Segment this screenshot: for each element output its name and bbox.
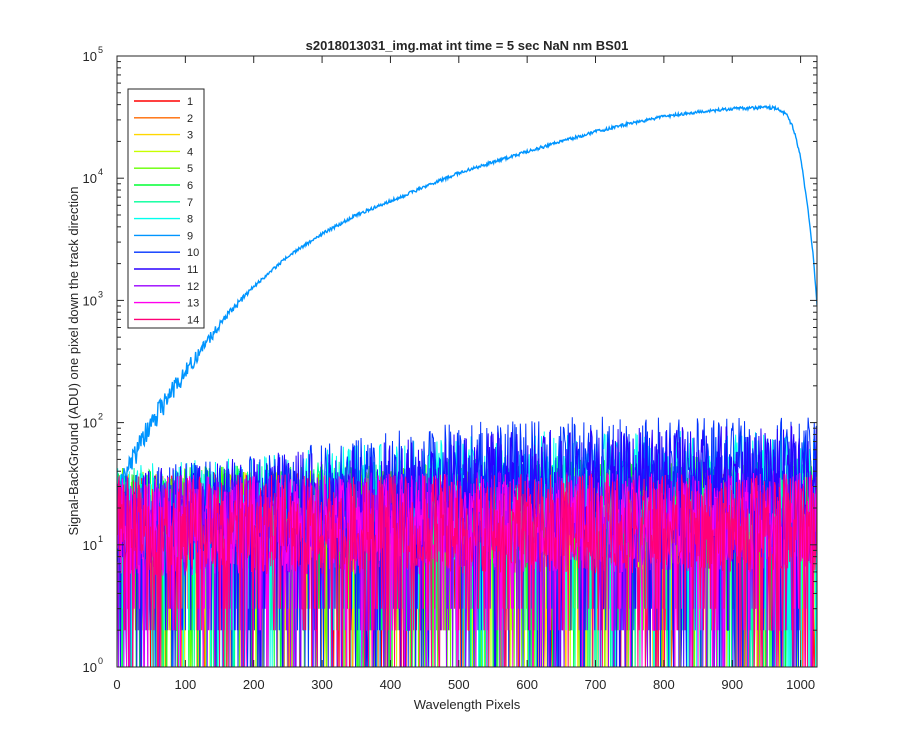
legend-label-13: 13 bbox=[187, 298, 199, 310]
legend-label-6: 6 bbox=[187, 180, 193, 192]
series-9-line bbox=[117, 103, 817, 507]
y-tick-label: 10 bbox=[83, 293, 97, 308]
x-axis-label: Wavelength Pixels bbox=[414, 697, 521, 712]
legend-box bbox=[127, 88, 205, 329]
x-tick-label: 100 bbox=[175, 677, 197, 692]
y-tick-label: 10 bbox=[83, 538, 97, 553]
y-axis-label: Signal-BackGround (ADU) one pixel down t… bbox=[66, 186, 81, 535]
x-tick-label: 700 bbox=[585, 677, 607, 692]
legend-label-10: 10 bbox=[187, 247, 199, 259]
legend-label-14: 14 bbox=[187, 314, 199, 326]
series-14-line bbox=[117, 472, 817, 667]
x-tick-label: 800 bbox=[653, 677, 675, 692]
x-tick-label: 200 bbox=[243, 677, 265, 692]
y-tick-label: 10 bbox=[83, 416, 97, 431]
y-tick-label-exponent: 4 bbox=[98, 167, 103, 177]
legend-label-4: 4 bbox=[187, 146, 193, 158]
y-tick-label-exponent: 2 bbox=[98, 412, 103, 422]
x-tick-label: 0 bbox=[113, 677, 120, 692]
series-layer bbox=[117, 103, 817, 667]
legend-label-9: 9 bbox=[187, 230, 193, 242]
legend-label-5: 5 bbox=[187, 163, 193, 175]
y-tick-label: 10 bbox=[83, 660, 97, 675]
x-tick-label: 400 bbox=[380, 677, 402, 692]
axes-box bbox=[116, 55, 818, 668]
legend-label-12: 12 bbox=[187, 281, 199, 293]
legend-label-7: 7 bbox=[187, 197, 193, 209]
legend-label-11: 11 bbox=[187, 264, 198, 276]
x-tick-label: 600 bbox=[516, 677, 538, 692]
y-tick-label-exponent: 0 bbox=[98, 656, 103, 666]
y-tick-label: 10 bbox=[83, 49, 97, 64]
series-12-line bbox=[117, 469, 817, 667]
y-tick-label-exponent: 5 bbox=[98, 45, 103, 55]
legend-label-1: 1 bbox=[187, 96, 193, 108]
y-tick-label: 10 bbox=[83, 171, 97, 186]
x-tick-label: 500 bbox=[448, 677, 470, 692]
x-tick-label: 300 bbox=[311, 677, 333, 692]
x-tick-label: 900 bbox=[721, 677, 743, 692]
legend-label-8: 8 bbox=[187, 214, 193, 226]
chart-title: s2018013031_img.mat int time = 5 sec NaN… bbox=[306, 38, 629, 53]
y-tick-label-exponent: 3 bbox=[98, 289, 103, 299]
y-tick-label-exponent: 1 bbox=[98, 534, 103, 544]
legend-label-3: 3 bbox=[187, 130, 193, 142]
x-tick-label: 1000 bbox=[786, 677, 815, 692]
legend-label-2: 2 bbox=[187, 113, 193, 125]
